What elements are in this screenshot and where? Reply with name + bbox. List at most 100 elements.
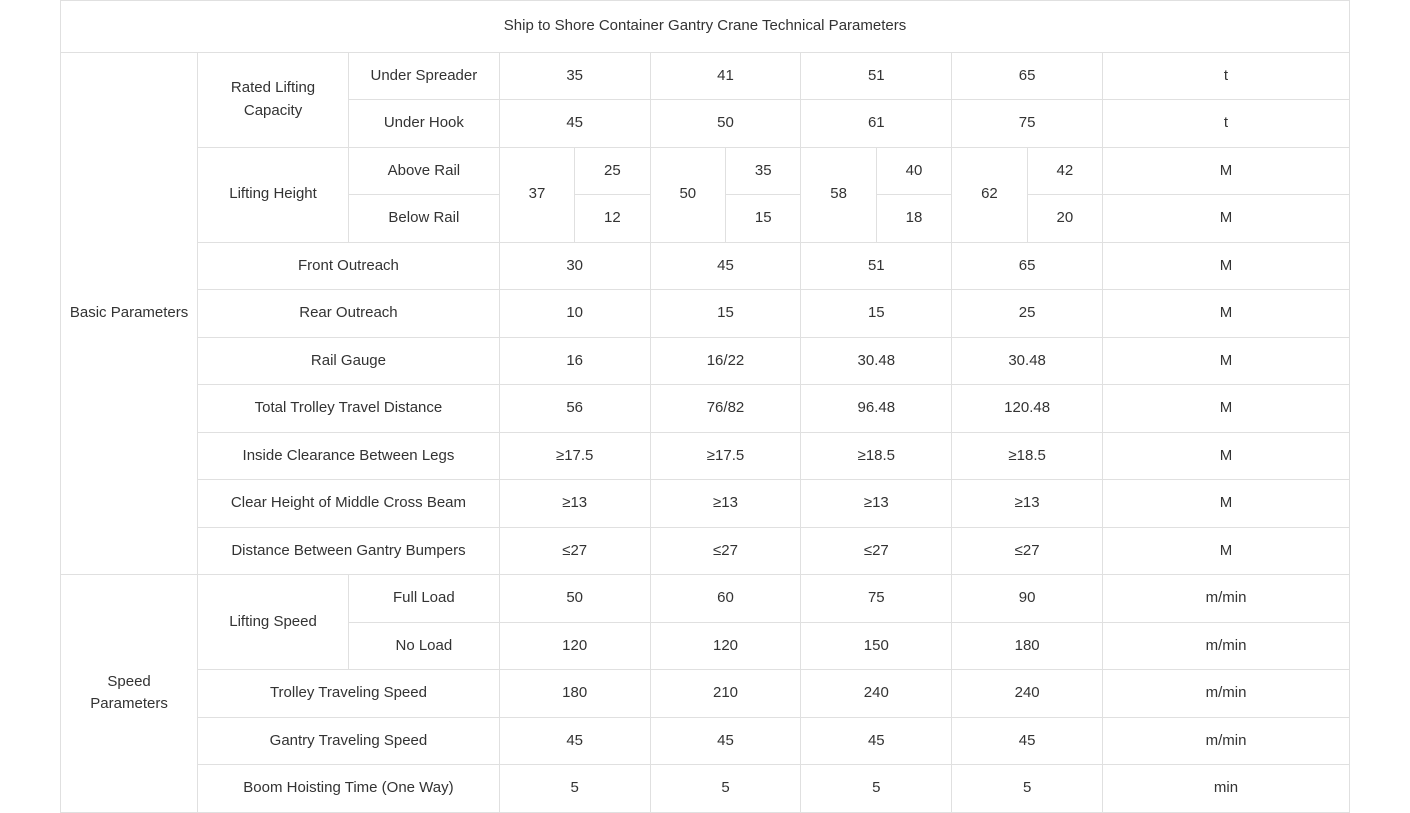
param-label: Rear Outreach [198,290,500,338]
cell-value: ≤27 [952,527,1103,575]
param-group-label: Lifting Height [198,147,349,242]
section-label-speed: Speed Parameters [61,575,198,813]
cell-value: 60 [650,575,801,623]
cell-value: ≥13 [801,480,952,528]
table-row: Lifting Height Above Rail 37 25 50 35 58… [61,147,1350,195]
param-label: Inside Clearance Between Legs [198,432,500,480]
table-row: Distance Between Gantry Bumpers ≤27 ≤27 … [61,527,1350,575]
cell-value: 90 [952,575,1103,623]
cell-value: 240 [952,670,1103,718]
cell-value: 61 [801,100,952,148]
cell-value: ≥17.5 [650,432,801,480]
param-label: Front Outreach [198,242,500,290]
cell-value: 25 [952,290,1103,338]
cell-value: 42 [1027,147,1102,195]
param-group-label: Rated Lifting Capacity [198,52,349,147]
cell-value: 5 [650,765,801,813]
cell-value: 50 [650,147,725,242]
param-sub-label: Below Rail [348,195,499,243]
cell-value: 120 [499,622,650,670]
cell-value: 40 [876,147,951,195]
cell-value: 180 [499,670,650,718]
table-container: Ship to Shore Container Gantry Crane Tec… [0,0,1410,813]
cell-unit: m/min [1103,670,1350,718]
cell-unit: M [1103,527,1350,575]
table-row: Boom Hoisting Time (One Way) 5 5 5 5 min [61,765,1350,813]
cell-value: ≥13 [650,480,801,528]
cell-value: 45 [499,717,650,765]
cell-value: 10 [499,290,650,338]
param-sub-label: Full Load [348,575,499,623]
cell-unit: t [1103,100,1350,148]
cell-value: 5 [801,765,952,813]
cell-value: 18 [876,195,951,243]
cell-value: 120.48 [952,385,1103,433]
cell-unit: min [1103,765,1350,813]
cell-value: 76/82 [650,385,801,433]
cell-value: ≥13 [952,480,1103,528]
cell-value: 5 [952,765,1103,813]
section-label-basic: Basic Parameters [61,52,198,575]
cell-value: 16 [499,337,650,385]
cell-value: ≤27 [499,527,650,575]
cell-value: 75 [952,100,1103,148]
cell-value: ≥18.5 [952,432,1103,480]
cell-value: 12 [575,195,650,243]
cell-value: 25 [575,147,650,195]
cell-value: 58 [801,147,876,242]
param-sub-label: Above Rail [348,147,499,195]
cell-value: 51 [801,52,952,100]
cell-value: 30.48 [801,337,952,385]
cell-unit: M [1103,290,1350,338]
cell-value: 37 [499,147,574,242]
table-row: Clear Height of Middle Cross Beam ≥13 ≥1… [61,480,1350,528]
cell-unit: M [1103,432,1350,480]
cell-value: ≤27 [801,527,952,575]
cell-unit: m/min [1103,622,1350,670]
table-row: Rail Gauge 16 16/22 30.48 30.48 M [61,337,1350,385]
cell-value: 51 [801,242,952,290]
cell-value: 120 [650,622,801,670]
table-row: Inside Clearance Between Legs ≥17.5 ≥17.… [61,432,1350,480]
cell-value: 180 [952,622,1103,670]
table-row: Basic Parameters Rated Lifting Capacity … [61,52,1350,100]
cell-value: 56 [499,385,650,433]
cell-value: 30.48 [952,337,1103,385]
cell-value: 45 [650,717,801,765]
cell-value: ≥13 [499,480,650,528]
param-label: Rail Gauge [198,337,500,385]
cell-value: 240 [801,670,952,718]
cell-unit: m/min [1103,575,1350,623]
table-row: Rear Outreach 10 15 15 25 M [61,290,1350,338]
cell-value: 5 [499,765,650,813]
cell-unit: M [1103,385,1350,433]
param-sub-label: Under Spreader [348,52,499,100]
cell-value: 50 [499,575,650,623]
cell-unit: M [1103,337,1350,385]
param-label: Trolley Traveling Speed [198,670,500,718]
param-label: Total Trolley Travel Distance [198,385,500,433]
crane-parameters-table: Ship to Shore Container Gantry Crane Tec… [60,0,1350,813]
cell-unit: M [1103,195,1350,243]
cell-value: 15 [801,290,952,338]
cell-value: 45 [952,717,1103,765]
param-label: Boom Hoisting Time (One Way) [198,765,500,813]
cell-value: ≥18.5 [801,432,952,480]
cell-value: 15 [726,195,801,243]
param-sub-label: No Load [348,622,499,670]
cell-value: 35 [499,52,650,100]
cell-value: ≤27 [650,527,801,575]
table-title: Ship to Shore Container Gantry Crane Tec… [61,1,1350,53]
cell-value: 75 [801,575,952,623]
cell-value: 150 [801,622,952,670]
cell-value: 20 [1027,195,1102,243]
cell-value: 30 [499,242,650,290]
cell-value: 65 [952,52,1103,100]
cell-value: 41 [650,52,801,100]
cell-value: 15 [650,290,801,338]
cell-value: 210 [650,670,801,718]
cell-value: 45 [499,100,650,148]
cell-unit: m/min [1103,717,1350,765]
param-sub-label: Under Hook [348,100,499,148]
cell-unit: M [1103,147,1350,195]
